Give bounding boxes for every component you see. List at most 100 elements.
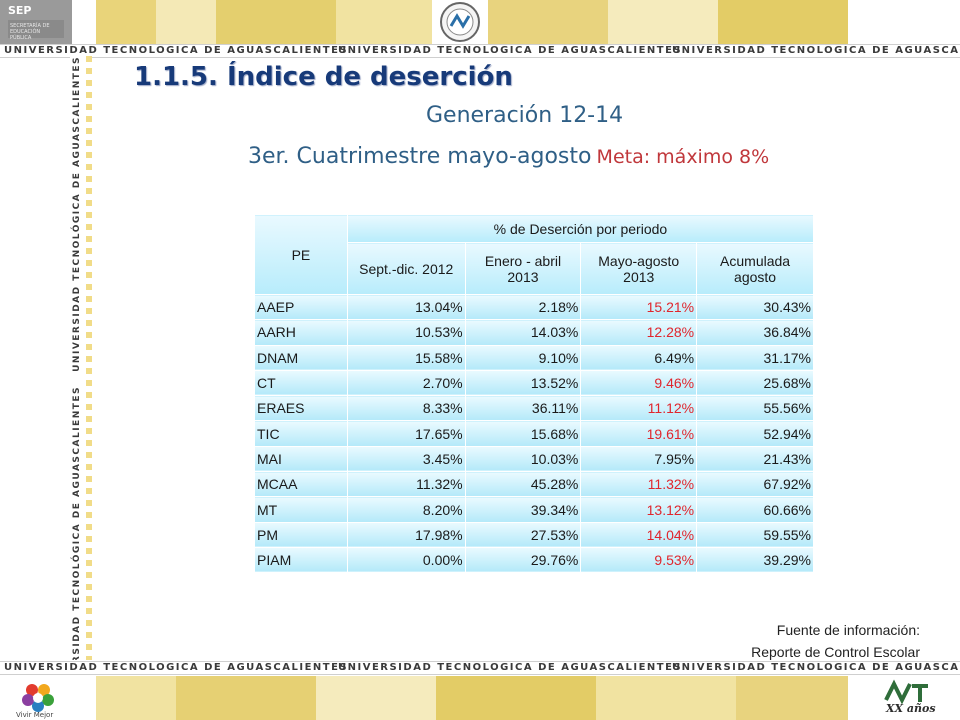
value-cell: 9.46% [580, 369, 698, 397]
table-row: ERAES 8.33% 36.11% 11.12% 55.56% [254, 395, 814, 422]
band-text: UNIVERSIDAD TECNOLÓGICA DE AGUASCALIENTE… [4, 45, 349, 56]
column-header: Acumulada agosto [696, 242, 814, 295]
source-line-1: Fuente de información: [776, 622, 920, 638]
value-cell: 15.68% [464, 420, 582, 447]
table-row: MAI 3.45% 10.03% 7.95% 21.43% [254, 445, 814, 473]
column-header: Enero - abril 2013 [464, 242, 582, 295]
table-row: MCAA 11.32% 45.28% 11.32% 67.92% [254, 471, 814, 498]
band-text: UNIVERSIDAD TECNOLÓGICA DE AGUASCALIENTE… [4, 662, 349, 673]
program-cell: MAI [254, 445, 348, 473]
value-cell: 14.03% [464, 319, 582, 346]
value-cell: 14.04% [580, 521, 698, 548]
table-row: MT 8.20% 39.34% 13.12% 60.66% [254, 496, 814, 523]
page-title: 1.1.5. Índice de deserción [134, 62, 513, 92]
value-cell: 17.65% [346, 420, 466, 447]
bottom-text-band: UNIVERSIDAD TECNOLÓGICA DE AGUASCALIENTE… [0, 661, 960, 675]
value-cell: 11.32% [580, 471, 698, 498]
value-cell: 13.04% [346, 293, 466, 321]
value-cell: 39.29% [696, 546, 814, 574]
sep-logo-word: SEP [8, 4, 32, 17]
vertical-text: UNIVERSIDAD TECNOLÓGICA DE AGUASCALIENTE… [72, 56, 82, 372]
value-cell: 12.28% [580, 319, 698, 346]
table-row: PIAM 0.00% 29.76% 9.53% 39.29% [254, 546, 814, 574]
program-cell: AAEP [254, 293, 348, 321]
value-cell: 31.17% [696, 344, 814, 371]
value-cell: 11.32% [346, 471, 466, 498]
program-cell: ERAES [254, 395, 348, 422]
program-cell: CT [254, 369, 348, 397]
value-cell: 2.18% [464, 293, 582, 321]
value-cell: 8.20% [346, 496, 466, 523]
generation-subtitle: Generación 12-14 [426, 103, 624, 128]
value-cell: 0.00% [346, 546, 466, 574]
anniversary-label: XX años [886, 702, 936, 715]
value-cell: 13.52% [464, 369, 582, 397]
program-cell: PM [254, 521, 348, 548]
band-text: UNIVERSIDAD TECNOLÓGICA DE AGUASCALIENTE… [672, 662, 960, 673]
table-row: AAEP 13.04% 2.18% 15.21% 30.43% [254, 293, 814, 321]
source-line-2: Reporte de Control Escolar [751, 644, 920, 660]
column-header: Mayo-agosto 2013 [580, 242, 698, 295]
band-text: UNIVERSIDAD TECNOLÓGICA DE AGUASCALIENTE… [338, 662, 683, 673]
bottom-banner [0, 676, 960, 720]
value-cell: 10.53% [346, 319, 466, 346]
value-cell: 55.56% [696, 395, 814, 422]
column-header: Sept.-dic. 2012 [346, 242, 466, 295]
period-group-header: % de Deserción por periodo [346, 214, 815, 243]
value-cell: 29.76% [464, 546, 582, 574]
program-cell: PIAM [254, 546, 348, 574]
vertical-text-column: UNIVERSIDAD TECNOLÓGICA DE AGUASCALIENTE… [70, 56, 86, 660]
program-cell: DNAM [254, 344, 348, 371]
value-cell: 11.12% [580, 395, 698, 422]
value-cell: 19.61% [580, 420, 698, 447]
table-row: TIC 17.65% 15.68% 19.61% 52.94% [254, 420, 814, 447]
table-row: AARH 10.53% 14.03% 12.28% 36.84% [254, 319, 814, 346]
goal-label: Meta: máximo 8% [596, 146, 770, 168]
band-text: UNIVERSIDAD TECNOLÓGICA DE AGUASCALIENTE… [338, 45, 683, 56]
pe-header: PE [254, 214, 348, 295]
sep-logo-caption: SECRETARÍA DE EDUCACIÓN PÚBLICA [10, 23, 50, 41]
value-cell: 3.45% [346, 445, 466, 473]
value-cell: 9.53% [580, 546, 698, 574]
ut-anniversary-logo-icon [884, 679, 928, 705]
value-cell: 8.33% [346, 395, 466, 422]
sep-logo: SEP SECRETARÍA DE EDUCACIÓN PÚBLICA [0, 0, 72, 44]
period-label: 3er. Cuatrimestre mayo-agosto [248, 144, 592, 169]
vivir-mejor-logo-icon [22, 684, 54, 712]
value-cell: 27.53% [464, 521, 582, 548]
university-seal-icon [440, 2, 480, 42]
value-cell: 36.11% [464, 395, 582, 422]
program-cell: MCAA [254, 471, 348, 498]
vivir-mejor-label: Vivir Mejor [16, 711, 54, 719]
value-cell: 30.43% [696, 293, 814, 321]
value-cell: 60.66% [696, 496, 814, 523]
value-cell: 10.03% [464, 445, 582, 473]
period-heading: 3er. Cuatrimestre mayo-agosto Meta: máxi… [248, 144, 769, 169]
program-cell: TIC [254, 420, 348, 447]
top-banner [0, 0, 960, 44]
table-row: PM 17.98% 27.53% 14.04% 59.55% [254, 521, 814, 548]
band-text: UNIVERSIDAD TECNOLÓGICA DE AGUASCALIENTE… [672, 45, 960, 56]
desertion-table: PE % de Deserción por periodo Sept.-dic.… [254, 214, 815, 574]
value-cell: 15.21% [580, 293, 698, 321]
program-cell: AARH [254, 319, 348, 346]
vertical-pattern [86, 56, 92, 660]
value-cell: 9.10% [464, 344, 582, 371]
value-cell: 67.92% [696, 471, 814, 498]
table-row: CT 2.70% 13.52% 9.46% 25.68% [254, 369, 814, 397]
value-cell: 7.95% [580, 445, 698, 473]
value-cell: 39.34% [464, 496, 582, 523]
value-cell: 6.49% [580, 344, 698, 371]
value-cell: 45.28% [464, 471, 582, 498]
value-cell: 36.84% [696, 319, 814, 346]
value-cell: 2.70% [346, 369, 466, 397]
value-cell: 13.12% [580, 496, 698, 523]
vertical-text: UNIVERSIDAD TECNOLÓGICA DE AGUASCALIENTE… [72, 386, 82, 660]
value-cell: 21.43% [696, 445, 814, 473]
value-cell: 52.94% [696, 420, 814, 447]
value-cell: 15.58% [346, 344, 466, 371]
value-cell: 25.68% [696, 369, 814, 397]
table-row: DNAM 15.58% 9.10% 6.49% 31.17% [254, 344, 814, 371]
top-text-band: UNIVERSIDAD TECNOLÓGICA DE AGUASCALIENTE… [0, 44, 960, 58]
value-cell: 59.55% [696, 521, 814, 548]
